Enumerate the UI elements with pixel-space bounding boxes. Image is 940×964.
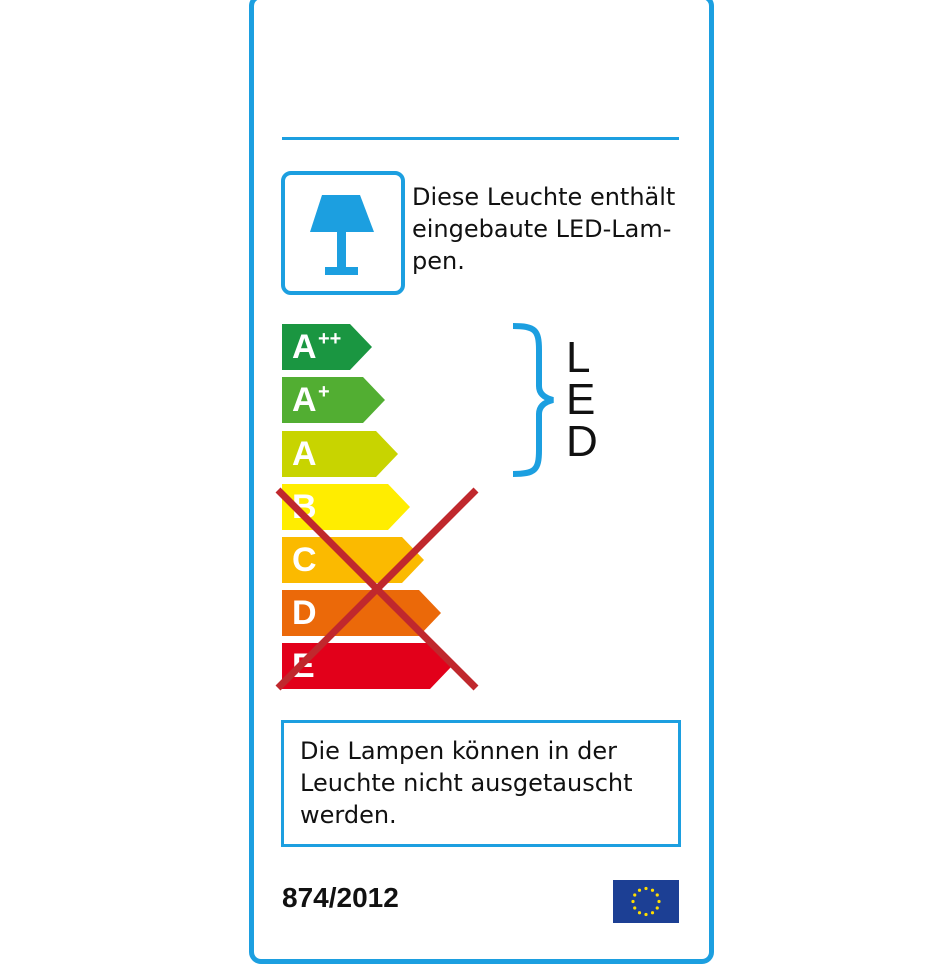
regulation-number: 874/2012 <box>282 882 399 913</box>
led-letter: E <box>566 375 596 424</box>
eu-star <box>631 899 635 904</box>
energy-class-bar: C <box>282 537 424 583</box>
note-box: Die Lampen können in der Leuchte nicht a… <box>281 720 681 847</box>
intro-text: Diese Leuchte enthält eingebaute LED-Lam… <box>412 181 675 277</box>
eu-star <box>637 888 642 892</box>
note-text: Die Lampen können in der Leuchte nicht a… <box>300 735 633 831</box>
energy-class-label: C <box>292 541 317 579</box>
table-lamp-icon <box>310 195 374 275</box>
eu-star <box>637 911 642 915</box>
eu-flag-icon <box>613 880 679 923</box>
energy-class-bar: A <box>282 431 398 477</box>
energy-class-suffix: + <box>318 381 330 403</box>
cross-out-mark <box>275 487 479 691</box>
eu-star <box>655 893 659 897</box>
eu-star <box>644 886 648 891</box>
divider <box>282 137 679 140</box>
energy-class-label: D <box>292 594 317 632</box>
eu-star <box>650 911 655 915</box>
energy-class-label: A <box>292 328 317 366</box>
note-line: Leuchte nicht ausgetauscht <box>300 769 633 797</box>
lamp-icon-box <box>281 171 405 295</box>
energy-class-bar: A ++ <box>282 324 372 370</box>
energy-class-label: A <box>292 435 317 473</box>
led-brace-icon <box>512 323 554 477</box>
eu-star <box>633 893 637 897</box>
led-letter: L <box>566 333 591 382</box>
eu-star <box>633 906 637 910</box>
note-line: werden. <box>300 801 397 829</box>
intro-line: pen. <box>412 247 465 275</box>
intro-line: Diese Leuchte enthält <box>412 183 676 211</box>
intro-line: eingebaute LED-Lam- <box>412 215 672 243</box>
eu-star <box>655 906 659 910</box>
energy-class-suffix: ++ <box>318 328 342 350</box>
led-letter: D <box>566 417 598 466</box>
note-line: Die Lampen können in der <box>300 737 617 765</box>
eu-star <box>650 888 655 892</box>
eu-star <box>644 912 648 917</box>
eu-star <box>657 899 661 904</box>
energy-class-label: A <box>292 381 317 419</box>
energy-class-bar: A + <box>282 377 385 423</box>
